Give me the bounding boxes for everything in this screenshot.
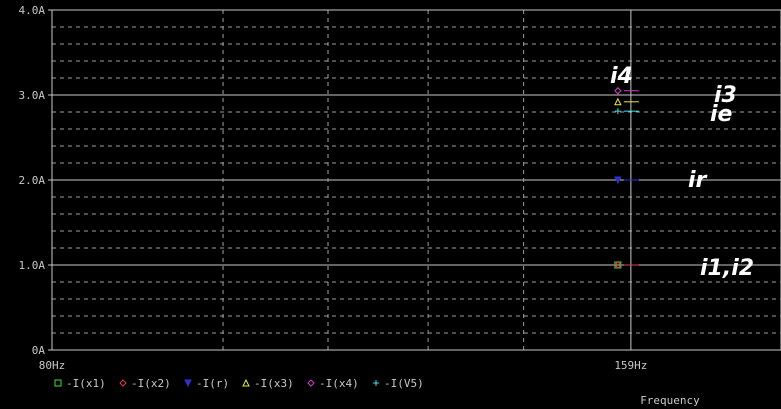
- annotation-label: i4: [610, 64, 633, 89]
- annotation-label: i1,i2: [700, 256, 754, 281]
- legend-marker: [119, 379, 127, 387]
- legend-entry: -I(x3): [254, 377, 294, 390]
- annotation-label: ir: [688, 168, 708, 193]
- legend-entry: -I(x2): [131, 377, 171, 390]
- data-marker: [614, 87, 622, 95]
- x-tick-label: 159Hz: [614, 359, 647, 372]
- legend-marker: [242, 378, 250, 387]
- y-tick-label: 0A: [32, 344, 46, 357]
- x-tick-label: 80Hz: [39, 359, 66, 372]
- annotation-label: i3: [714, 83, 737, 108]
- legend-entry: -I(V5): [384, 377, 424, 390]
- legend-marker: [373, 380, 379, 386]
- legend-marker: [54, 379, 62, 387]
- y-tick-label: 4.0A: [19, 4, 46, 17]
- x-axis-label: Frequency: [640, 394, 700, 407]
- data-marker: [614, 261, 622, 269]
- legend-marker: [184, 379, 192, 388]
- legend-marker: [307, 379, 315, 387]
- legend-entry: -I(x1): [66, 377, 106, 390]
- legend-entry: -I(r): [196, 377, 229, 390]
- y-tick-label: 1.0A: [19, 259, 46, 272]
- y-tick-label: 2.0A: [19, 174, 46, 187]
- data-marker: [614, 176, 622, 185]
- y-tick-label: 3.0A: [19, 89, 46, 102]
- legend-entry: -I(x4): [319, 377, 359, 390]
- data-marker: [614, 97, 622, 106]
- data-marker: [614, 108, 621, 115]
- annotation-label: ie: [710, 102, 733, 127]
